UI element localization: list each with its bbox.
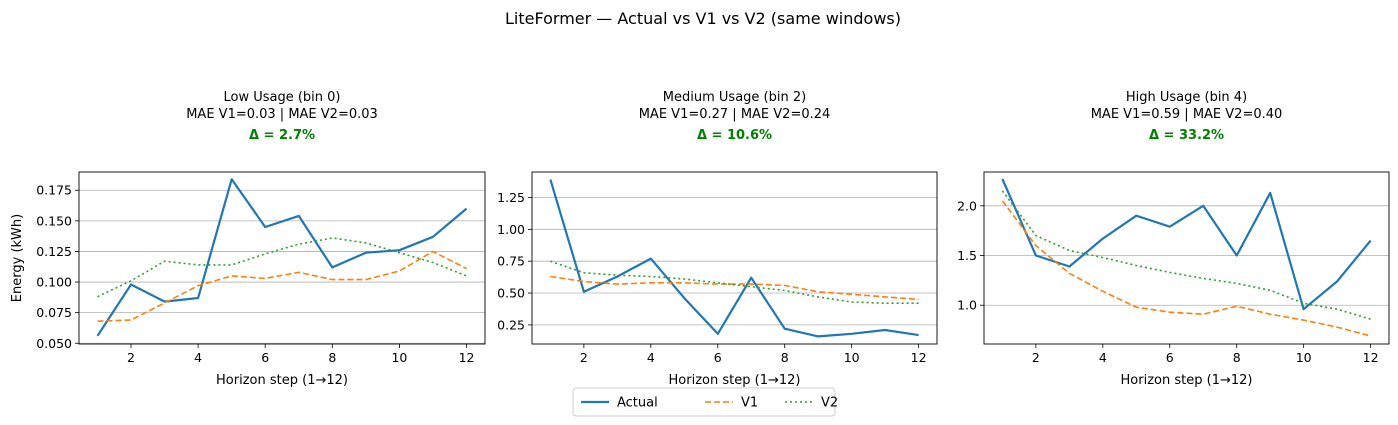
axes-frame (78, 171, 486, 345)
x-tick-label: 12 (459, 350, 475, 365)
series-line-v2 (1001, 190, 1371, 320)
x-tick-label: 4 (194, 350, 202, 365)
x-tick-label: 2 (127, 350, 135, 365)
y-tick-label: 0.075 (36, 305, 72, 320)
x-tick-label: 12 (911, 350, 927, 365)
x-tick-label: 6 (1166, 350, 1174, 365)
x-tick-label: 8 (328, 350, 336, 365)
y-tick-label: 0.25 (497, 317, 525, 332)
subplot-delta-label: Δ = 33.2% (1149, 128, 1224, 143)
series-line-v2 (550, 260, 919, 305)
y-tick-label: 1.25 (497, 190, 525, 205)
x-tick-label: 2 (1032, 350, 1040, 365)
legend-label: V1 (741, 396, 758, 411)
x-tick-label: 8 (781, 350, 789, 365)
series-line-actual (549, 179, 919, 338)
y-tick-label: 1.00 (497, 222, 525, 237)
x-tick-label: 10 (1296, 350, 1312, 365)
x-tick-label: 10 (844, 350, 860, 365)
x-tick-label: 12 (1363, 350, 1379, 365)
axes-frame (531, 171, 938, 345)
series-line-v2 (97, 237, 467, 298)
y-axis-label: Energy (kWh) (10, 214, 25, 302)
x-tick-label: 2 (580, 350, 588, 365)
y-tick-label: 0.75 (497, 254, 525, 269)
x-tick-label: 10 (391, 350, 407, 365)
legend-box (572, 387, 836, 417)
y-tick-label: 0.050 (36, 336, 72, 351)
x-tick-label: 4 (1099, 350, 1107, 365)
legend-item-actual: Actual (581, 396, 658, 411)
subplot-3: High Usage (bin 4) MAE V1=0.59 | MAE V2=0… (957, 90, 1390, 388)
y-tick-label: 0.175 (36, 183, 72, 198)
series-line-actual (1001, 178, 1372, 311)
y-tick-label: 0.125 (36, 244, 72, 259)
subplot-delta-label: Δ = 10.6% (697, 128, 772, 143)
legend-label: V2 (821, 396, 838, 411)
subplot-title: Low Usage (bin 0) (223, 90, 340, 105)
subplot-delta-label: Δ = 2.7% (249, 128, 315, 143)
x-tick-label: 8 (1233, 350, 1241, 365)
legend-item-v2: V2 (785, 396, 838, 411)
y-tick-label: 0.100 (36, 275, 72, 290)
y-tick-label: 0.50 (497, 286, 525, 301)
y-tick-label: 0.150 (36, 213, 72, 228)
series-line-v1 (550, 275, 919, 301)
panels: Low Usage (bin 0) MAE V1=0.03 | MAE V2=0.… (10, 90, 1390, 388)
figure-suptitle: LiteFormer — Actual vs V1 vs V2 (same wi… (505, 9, 901, 28)
y-tick-label: 2.0 (957, 198, 977, 213)
subplot-mae-label: MAE V1=0.03 | MAE V2=0.03 (186, 107, 378, 122)
y-tick-label: 1.0 (957, 298, 977, 313)
series-line-v1 (1001, 200, 1371, 337)
y-tick-label: 1.5 (957, 248, 977, 263)
x-tick-label: 6 (714, 350, 722, 365)
x-axis-label: Horizon step (1→12) (216, 373, 348, 388)
legend: Actual V1 V2 (572, 387, 838, 417)
legend-item-v1: V1 (705, 396, 758, 411)
x-axis-label: Horizon step (1→12) (1121, 373, 1253, 388)
legend-label: Actual (617, 396, 658, 411)
subplot-mae-label: MAE V1=0.59 | MAE V2=0.40 (1091, 107, 1283, 122)
subplot-1: Low Usage (bin 0) MAE V1=0.03 | MAE V2=0.… (10, 90, 486, 388)
subplot-title: Medium Usage (bin 2) (663, 90, 806, 105)
subplot-title: High Usage (bin 4) (1126, 90, 1247, 105)
x-tick-label: 4 (647, 350, 655, 365)
subplot-mae-label: MAE V1=0.27 | MAE V2=0.24 (639, 107, 831, 122)
x-tick-label: 6 (261, 350, 269, 365)
axes-frame (983, 171, 1390, 345)
series-line-v1 (97, 250, 467, 322)
series-line-actual (96, 178, 468, 337)
subplot-2: Medium Usage (bin 2) MAE V1=0.27 | MAE V2… (497, 90, 938, 388)
x-axis-label: Horizon step (1→12) (669, 373, 801, 388)
